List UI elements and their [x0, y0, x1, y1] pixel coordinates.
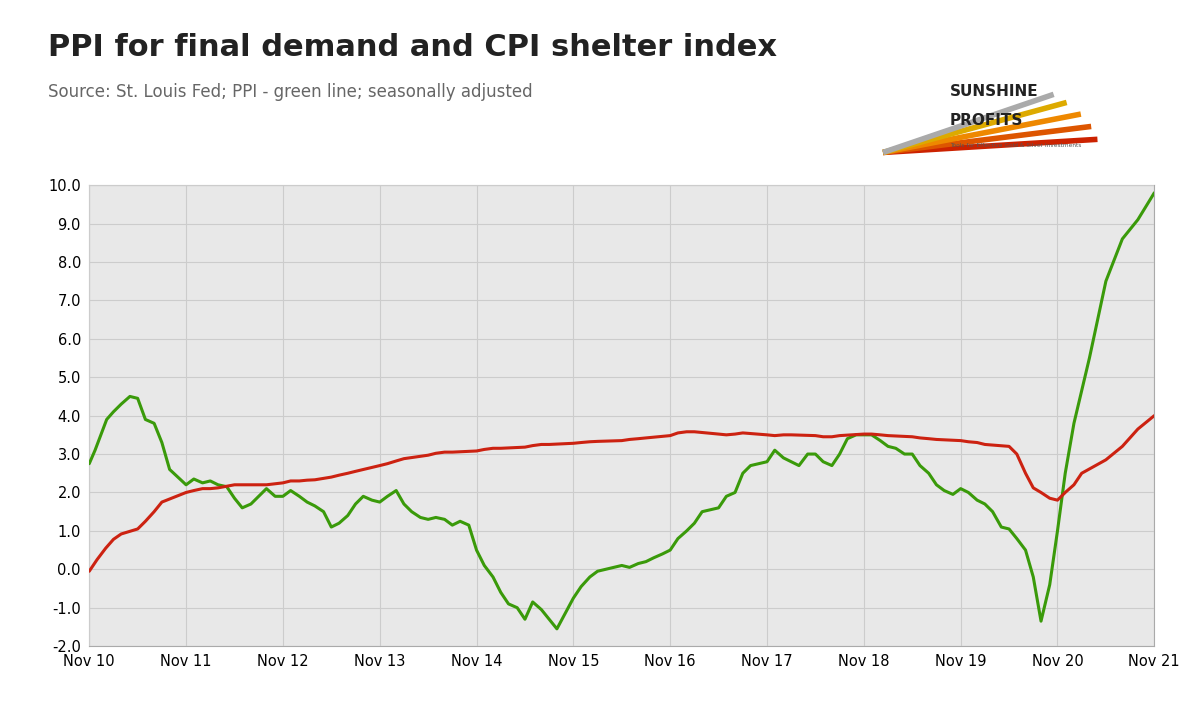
Text: Tools for Effective Gold & Silver Investments: Tools for Effective Gold & Silver Invest…: [950, 143, 1081, 147]
Text: PROFITS: PROFITS: [950, 113, 1023, 128]
Text: Source: St. Louis Fed; PPI - green line; seasonally adjusted: Source: St. Louis Fed; PPI - green line;…: [48, 83, 532, 102]
Text: SUNSHINE: SUNSHINE: [950, 84, 1038, 99]
Text: PPI for final demand and CPI shelter index: PPI for final demand and CPI shelter ind…: [48, 33, 777, 62]
